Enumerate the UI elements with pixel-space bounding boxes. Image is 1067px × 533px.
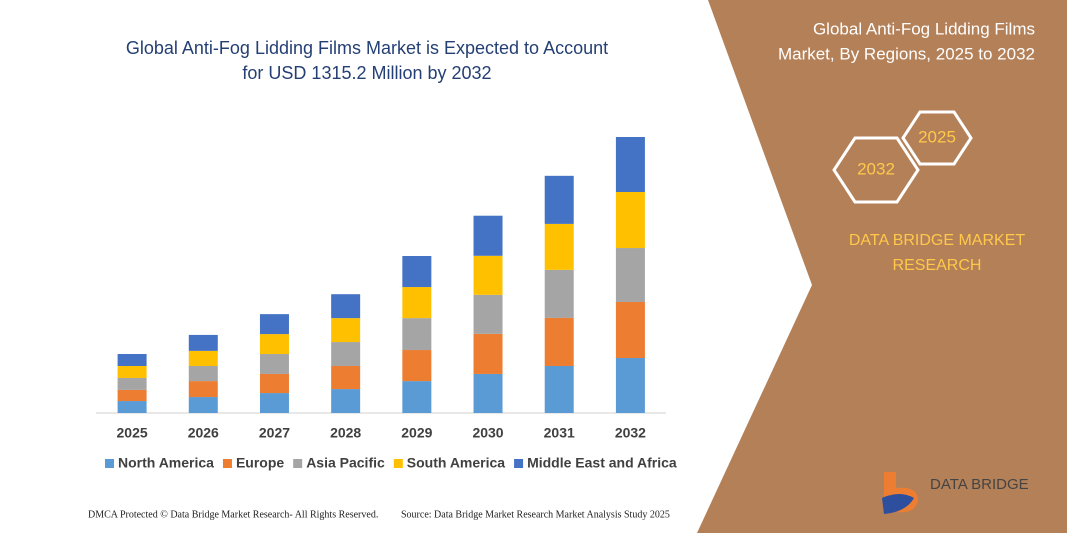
bar-segment <box>544 269 574 318</box>
bar-segment <box>188 365 218 382</box>
bar-segment <box>615 301 645 359</box>
bar-segment <box>117 365 147 378</box>
bar-segment <box>259 314 289 335</box>
panel-title: Market, By Regions, 2025 to 2032 <box>778 44 1035 63</box>
bar-segment <box>473 333 503 374</box>
hexagon <box>901 110 973 166</box>
bar-segment <box>117 389 147 402</box>
hexagon <box>832 136 920 204</box>
chart-title: Global Anti-Fog Lidding Films Market is … <box>125 38 609 83</box>
brand: DATA BRIDGE MARKET <box>849 232 1026 249</box>
bar-segment <box>402 381 432 413</box>
bar-segment <box>615 358 645 413</box>
bar-segment <box>473 215 503 256</box>
x-tick-label: 2029 <box>401 425 432 441</box>
bar-segment <box>117 354 147 366</box>
legend-swatch <box>222 459 232 468</box>
bar-segment <box>615 191 645 249</box>
bar-segment <box>402 256 432 288</box>
legend-label: South America <box>407 455 505 471</box>
legend-swatch <box>105 459 114 468</box>
legend-label: North America <box>118 455 214 471</box>
bar-segment <box>331 342 361 366</box>
legend-swatch <box>514 459 524 468</box>
side-panel <box>697 0 1067 533</box>
bar-segment <box>544 223 574 270</box>
bar-segment <box>544 317 574 366</box>
bar-segment <box>402 350 432 382</box>
bar-segment <box>615 248 645 302</box>
bar-segment <box>544 175 574 224</box>
legend-swatch <box>393 459 403 468</box>
legend-label: Europe <box>236 455 284 471</box>
x-tick-label: 2030 <box>472 425 503 441</box>
bar-segment <box>331 294 361 319</box>
bar-segment <box>331 365 361 390</box>
bar-segment <box>259 334 289 355</box>
x-tick-label: 2026 <box>188 425 219 441</box>
x-tick-label: 2025 <box>117 425 148 441</box>
bar-segment <box>259 373 289 394</box>
bar-segment <box>188 350 218 366</box>
bar-segment <box>402 318 432 351</box>
bar-segment <box>188 381 218 398</box>
logo-text: DATA BRIDGE <box>930 476 1029 493</box>
hexagon-label: 2032 <box>857 159 895 178</box>
x-tick-label: 2027 <box>259 425 290 441</box>
brand: RESEARCH <box>893 257 982 274</box>
legend-swatch <box>293 459 303 468</box>
footer-text: Source: Data Bridge Market Research Mark… <box>401 509 670 520</box>
bar-segment <box>473 294 503 334</box>
legend-label: Middle East and Africa <box>527 455 677 471</box>
footer-text: DMCA Protected © Data Bridge Market Rese… <box>88 509 378 520</box>
legend-label: Asia Pacific <box>306 455 385 471</box>
x-tick-label: 2028 <box>330 425 361 441</box>
bar-segment <box>117 401 147 413</box>
bar-segment <box>615 137 645 192</box>
panel-title: Global Anti-Fog Lidding Films <box>813 19 1035 38</box>
bar-segment <box>331 318 361 343</box>
logo-mark <box>882 494 914 514</box>
hexagon-label: 2025 <box>918 127 956 146</box>
bar-segment <box>331 389 361 413</box>
bar-segment <box>259 354 289 374</box>
bar-segment <box>259 393 289 413</box>
bar-segment <box>188 397 218 413</box>
bar-segment <box>402 287 432 319</box>
bar-segment <box>188 334 218 351</box>
bar-segment <box>544 365 574 413</box>
x-tick-label: 2031 <box>544 425 575 441</box>
bar-segment <box>473 255 503 295</box>
x-tick-label: 2032 <box>615 425 646 441</box>
bar-segment <box>473 373 503 413</box>
bar-segment <box>117 377 147 390</box>
